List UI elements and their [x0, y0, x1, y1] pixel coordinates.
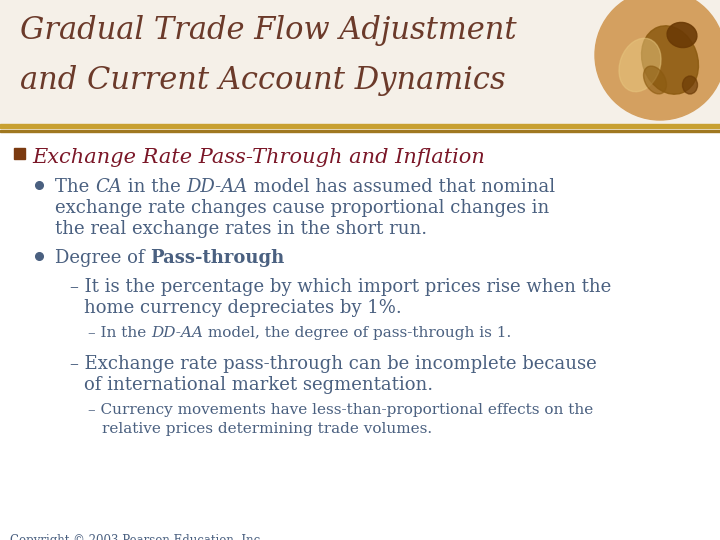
Text: Pass-through: Pass-through: [150, 249, 284, 267]
Text: Degree of: Degree of: [55, 249, 150, 267]
Text: – Currency movements have less-than-proportional effects on the: – Currency movements have less-than-prop…: [88, 403, 593, 417]
Text: Exchange Rate Pass-Through and Inflation: Exchange Rate Pass-Through and Inflation: [32, 148, 485, 167]
Text: Copyright © 2003 Pearson Education, Inc.: Copyright © 2003 Pearson Education, Inc.: [10, 534, 264, 540]
Bar: [14, 148, 25, 159]
Circle shape: [595, 0, 720, 120]
Ellipse shape: [642, 26, 698, 94]
Ellipse shape: [667, 23, 697, 48]
Text: DD-AA: DD-AA: [151, 326, 203, 340]
Text: model has assumed that nominal: model has assumed that nominal: [248, 178, 554, 196]
Text: exchange rate changes cause proportional changes in: exchange rate changes cause proportional…: [55, 199, 549, 217]
Text: in the: in the: [122, 178, 186, 196]
Ellipse shape: [644, 66, 667, 94]
Ellipse shape: [683, 76, 698, 94]
Text: – In the: – In the: [88, 326, 151, 340]
Text: model, the degree of pass-through is 1.: model, the degree of pass-through is 1.: [203, 326, 511, 340]
Text: and Current Account Dynamics: and Current Account Dynamics: [20, 65, 505, 96]
Bar: [0, 124, 720, 128]
Text: DD-AA: DD-AA: [186, 178, 248, 196]
Text: The: The: [55, 178, 95, 196]
Text: of international market segmentation.: of international market segmentation.: [84, 376, 433, 394]
Bar: [0, 0, 720, 128]
Text: Gradual Trade Flow Adjustment: Gradual Trade Flow Adjustment: [20, 15, 517, 46]
Text: relative prices determining trade volumes.: relative prices determining trade volume…: [102, 422, 432, 436]
Bar: [0, 130, 720, 132]
Ellipse shape: [619, 38, 661, 92]
Text: CA: CA: [95, 178, 122, 196]
Text: – It is the percentage by which import prices rise when the: – It is the percentage by which import p…: [70, 278, 611, 296]
Text: the real exchange rates in the short run.: the real exchange rates in the short run…: [55, 220, 427, 238]
Text: – Exchange rate pass-through can be incomplete because: – Exchange rate pass-through can be inco…: [70, 355, 597, 373]
Text: home currency depreciates by 1%.: home currency depreciates by 1%.: [84, 299, 402, 317]
